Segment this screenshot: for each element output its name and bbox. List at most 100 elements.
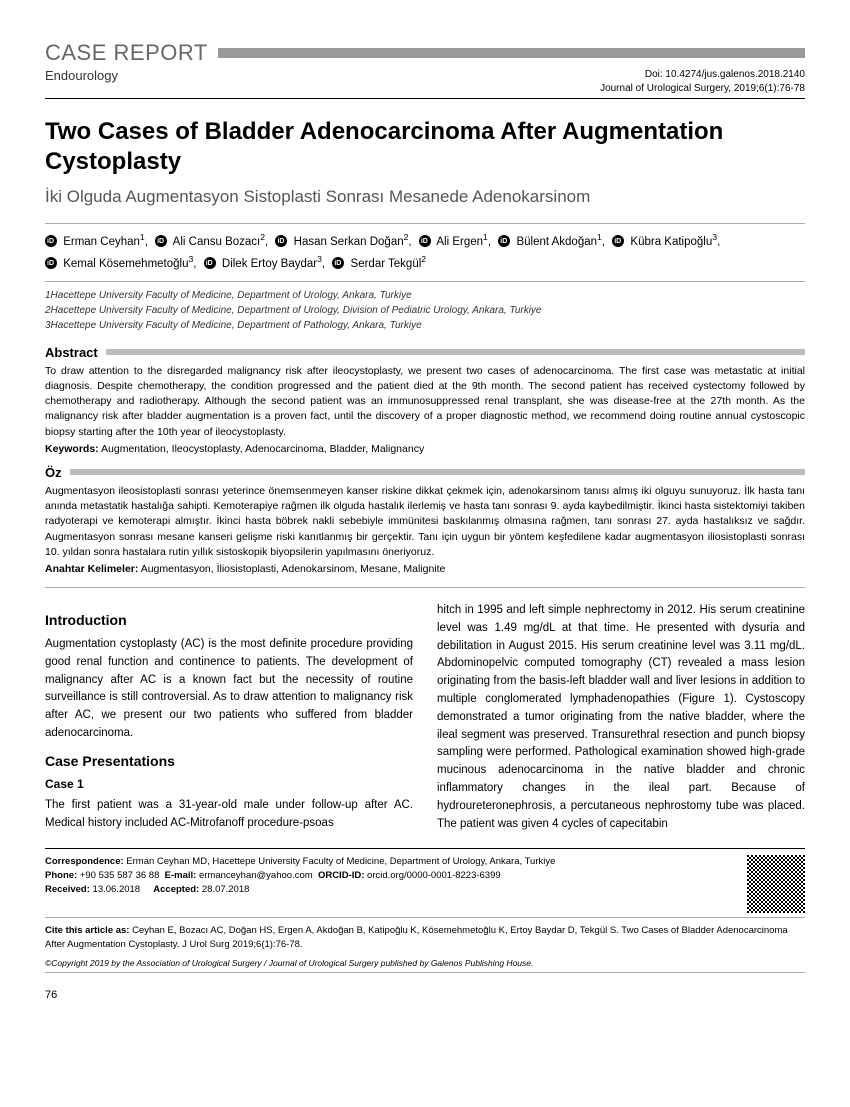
affiliation-line: 3Hacettepe University Faculty of Medicin… bbox=[45, 318, 805, 333]
accepted-text: 28.07.2018 bbox=[202, 884, 250, 895]
orcid-icon bbox=[612, 235, 624, 247]
author: Kübra Katipoğlu3, bbox=[612, 230, 720, 252]
introduction-text: Augmentation cystoplasty (AC) is the mos… bbox=[45, 636, 413, 743]
oz-head-row: Öz bbox=[45, 465, 805, 480]
author: Dilek Ertoy Baydar3, bbox=[204, 252, 325, 274]
orcid-text: orcid.org/0000-0001-8223-6399 bbox=[367, 870, 501, 881]
affiliations: 1Hacettepe University Faculty of Medicin… bbox=[45, 288, 805, 333]
anahtar-text: Augmentasyon, İliosistoplasti, Adenokars… bbox=[141, 563, 446, 575]
keywords-tr: Anahtar Kelimeler: Augmentasyon, İliosis… bbox=[45, 563, 805, 575]
author-name: Kemal Kösemehmetoğlu bbox=[60, 258, 188, 270]
author-name: Ali Ergen bbox=[434, 236, 483, 248]
orcid-icon bbox=[419, 235, 431, 247]
author-name: Serdar Tekgül bbox=[347, 258, 421, 270]
rule-body-top bbox=[45, 587, 805, 588]
author: Erman Ceyhan1, bbox=[45, 230, 148, 252]
abstract-heading: Abstract bbox=[45, 345, 98, 360]
case-report-label: CASE REPORT bbox=[45, 40, 208, 66]
author-affiliation-ref: 2 bbox=[404, 232, 409, 242]
introduction-heading: Introduction bbox=[45, 612, 413, 628]
rule-top bbox=[45, 98, 805, 99]
abstract-bar bbox=[106, 349, 805, 355]
cite-text: Ceyhan E, Bozacı AC, Doğan HS, Ergen A, … bbox=[45, 925, 788, 950]
abstract-text: To draw attention to the disregarded mal… bbox=[45, 364, 805, 440]
author-affiliation-ref: 3 bbox=[188, 254, 193, 264]
header-bar bbox=[218, 48, 805, 58]
rule-authors-top bbox=[45, 223, 805, 224]
keywords-text: Augmentation, Ileocystoplasty, Adenocarc… bbox=[101, 443, 424, 455]
footer-rule-mid bbox=[45, 917, 805, 918]
oz-text: Augmentasyon ileosistoplasti sonrası yet… bbox=[45, 484, 805, 560]
author-name: Erman Ceyhan bbox=[60, 236, 140, 248]
doi-block: Doi: 10.4274/jus.galenos.2018.2140 Journ… bbox=[600, 68, 805, 96]
keywords-en: Keywords: Augmentation, Ileocystoplasty,… bbox=[45, 443, 805, 455]
header-row: CASE REPORT bbox=[45, 40, 805, 66]
orcid-icon bbox=[155, 235, 167, 247]
abstract-head-row: Abstract bbox=[45, 345, 805, 360]
author-name: Ali Cansu Bozacı bbox=[170, 236, 260, 248]
right-column: hitch in 1995 and left simple nephrectom… bbox=[437, 602, 805, 834]
author-affiliation-ref: 2 bbox=[421, 254, 426, 264]
received-label: Received: bbox=[45, 884, 90, 895]
orcid-label: ORCID-ID: bbox=[318, 870, 364, 881]
author: Ali Cansu Bozacı2, bbox=[155, 230, 268, 252]
email-label: E-mail: bbox=[165, 870, 197, 881]
author: Ali Ergen1, bbox=[419, 230, 491, 252]
page-number: 76 bbox=[45, 989, 805, 1001]
body-columns: Introduction Augmentation cystoplasty (A… bbox=[45, 602, 805, 834]
footer-rule-top bbox=[45, 848, 805, 849]
author-affiliation-ref: 2 bbox=[260, 232, 265, 242]
author-affiliation-ref: 3 bbox=[317, 254, 322, 264]
received-text: 13.06.2018 bbox=[93, 884, 141, 895]
qr-code bbox=[747, 855, 805, 913]
phone-label: Phone: bbox=[45, 870, 77, 881]
case1-right-text: hitch in 1995 and left simple nephrectom… bbox=[437, 602, 805, 834]
footer-block: Correspondence: Erman Ceyhan MD, Hacette… bbox=[45, 855, 805, 913]
journal-ref: Journal of Urological Surgery, 2019;6(1)… bbox=[600, 82, 805, 96]
correspondence-text: Erman Ceyhan MD, Hacettepe University Fa… bbox=[126, 856, 555, 867]
rule-authors-bottom bbox=[45, 281, 805, 282]
anahtar-label: Anahtar Kelimeler: bbox=[45, 563, 138, 575]
left-column: Introduction Augmentation cystoplasty (A… bbox=[45, 602, 413, 834]
author-affiliation-ref: 1 bbox=[597, 232, 602, 242]
orcid-icon bbox=[45, 235, 57, 247]
orcid-icon bbox=[498, 235, 510, 247]
email-text: ermanceyhan@yahoo.com bbox=[199, 870, 313, 881]
oz-bar bbox=[70, 469, 805, 475]
subdiscipline: Endourology bbox=[45, 68, 118, 83]
copyright: ©Copyright 2019 by the Association of Ur… bbox=[45, 958, 805, 968]
cite-label: Cite this article as: bbox=[45, 925, 129, 936]
affiliation-line: 1Hacettepe University Faculty of Medicin… bbox=[45, 288, 805, 303]
author: Kemal Kösemehmetoğlu3, bbox=[45, 252, 196, 274]
footer-rule-bottom bbox=[45, 972, 805, 973]
case1-heading: Case 1 bbox=[45, 777, 413, 791]
author-name: Kübra Katipoğlu bbox=[627, 236, 712, 248]
author: Hasan Serkan Doğan2, bbox=[275, 230, 411, 252]
oz-heading: Öz bbox=[45, 465, 62, 480]
doi: Doi: 10.4274/jus.galenos.2018.2140 bbox=[600, 68, 805, 82]
author-name: Dilek Ertoy Baydar bbox=[219, 258, 317, 270]
author-affiliation-ref: 1 bbox=[483, 232, 488, 242]
author-name: Bülent Akdoğan bbox=[513, 236, 597, 248]
keywords-label: Keywords: bbox=[45, 443, 99, 455]
case1-left-text: The first patient was a 31-year-old male… bbox=[45, 797, 413, 833]
correspondence-block: Correspondence: Erman Ceyhan MD, Hacette… bbox=[45, 855, 735, 898]
sub-header-row: Endourology Doi: 10.4274/jus.galenos.201… bbox=[45, 68, 805, 96]
correspondence-label: Correspondence: bbox=[45, 856, 124, 867]
author: Bülent Akdoğan1, bbox=[498, 230, 605, 252]
orcid-icon bbox=[45, 257, 57, 269]
case-presentations-heading: Case Presentations bbox=[45, 753, 413, 769]
orcid-icon bbox=[332, 257, 344, 269]
author-affiliation-ref: 1 bbox=[140, 232, 145, 242]
phone-text: +90 535 587 36 88 bbox=[80, 870, 160, 881]
orcid-icon bbox=[204, 257, 216, 269]
author-affiliation-ref: 3 bbox=[712, 232, 717, 242]
affiliation-line: 2Hacettepe University Faculty of Medicin… bbox=[45, 303, 805, 318]
author: Serdar Tekgül2 bbox=[332, 252, 426, 274]
orcid-icon bbox=[275, 235, 287, 247]
citation-box: Cite this article as: Ceyhan E, Bozacı A… bbox=[45, 924, 805, 953]
title-turkish: İki Olguda Augmentasyon Sistoplasti Sonr… bbox=[45, 187, 805, 207]
author-name: Hasan Serkan Doğan bbox=[290, 236, 403, 248]
authors-list: Erman Ceyhan1, Ali Cansu Bozacı2, Hasan … bbox=[45, 230, 805, 275]
title-english: Two Cases of Bladder Adenocarcinoma Afte… bbox=[45, 117, 805, 177]
